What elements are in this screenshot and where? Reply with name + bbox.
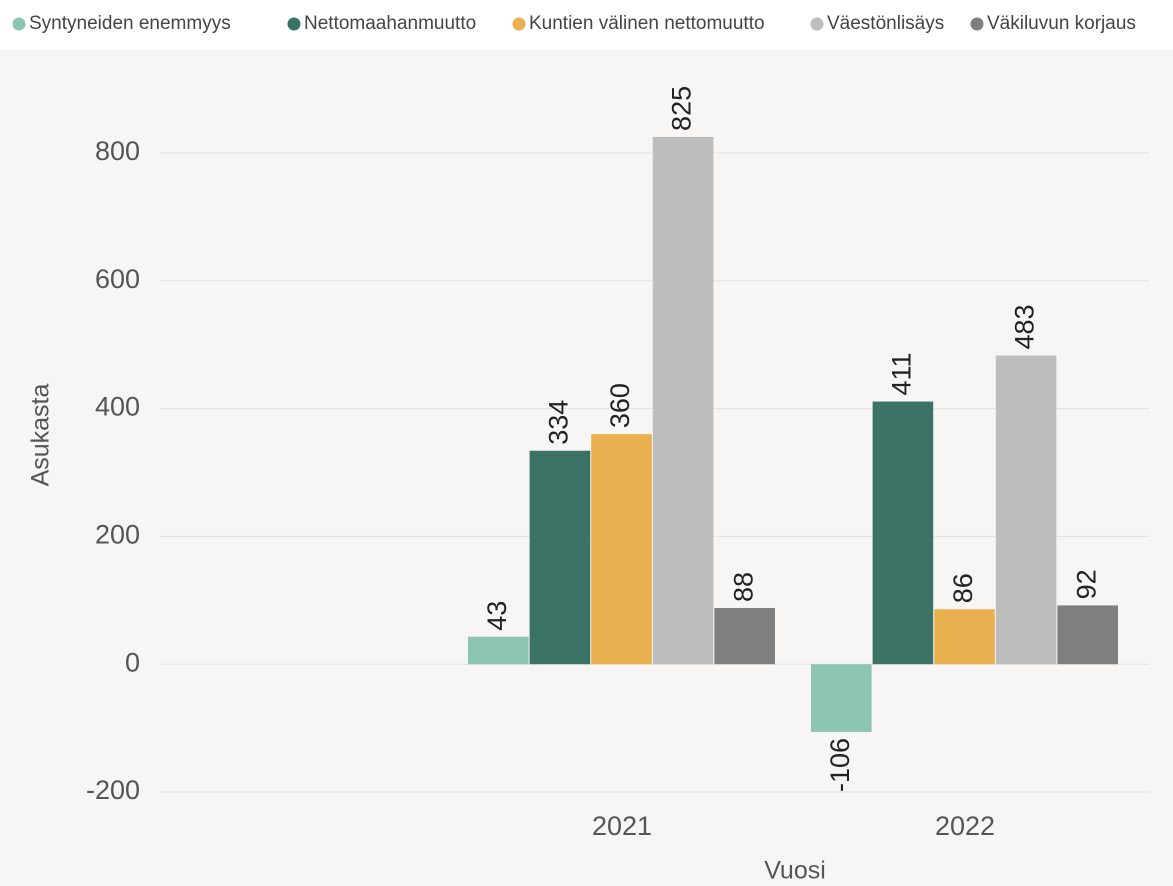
bar [811, 664, 872, 732]
bar [1057, 605, 1118, 665]
x-tick-label: 2022 [935, 811, 995, 841]
legend-label: Syntyneiden enemmyys [29, 13, 231, 34]
data-label: 43 [482, 601, 512, 631]
y-tick-label: 200 [95, 520, 140, 550]
bar [652, 136, 714, 665]
legend-marker [12, 17, 26, 31]
legend-marker [287, 17, 301, 31]
y-tick-label: 0 [125, 647, 140, 677]
bar [934, 609, 995, 665]
legend-label: Kuntien välinen nettomuutto [529, 13, 765, 34]
bar [714, 607, 775, 665]
legend-marker [810, 17, 824, 31]
legend-marker [970, 17, 984, 31]
bar [529, 450, 591, 665]
bar [591, 434, 652, 665]
data-label: 88 [728, 572, 758, 602]
bar [872, 401, 934, 665]
data-label: 411 [887, 352, 917, 395]
data-label: -106 [825, 738, 855, 792]
legend-label: Väestönlisäys [827, 13, 944, 34]
data-label: 334 [544, 400, 574, 445]
legend-label: Nettomaahanmuutto [304, 13, 476, 34]
bar [995, 355, 1057, 665]
y-tick-label: 800 [95, 136, 140, 166]
data-label: 483 [1010, 304, 1040, 349]
data-label: 92 [1071, 569, 1101, 599]
y-axis-title: Asukasta [27, 383, 55, 486]
legend-marker [512, 17, 526, 31]
y-tick-label: -200 [86, 775, 140, 805]
data-label: 360 [605, 383, 635, 428]
bar [468, 636, 529, 665]
y-tick-label: 400 [95, 392, 140, 422]
legend-label: Väkiluvun korjaus [987, 13, 1136, 34]
x-tick-label: 2021 [592, 811, 652, 841]
y-tick-label: 600 [95, 264, 140, 294]
data-label: 825 [667, 86, 697, 131]
data-label: 86 [948, 573, 978, 603]
x-axis-title: Vuosi [764, 857, 826, 885]
